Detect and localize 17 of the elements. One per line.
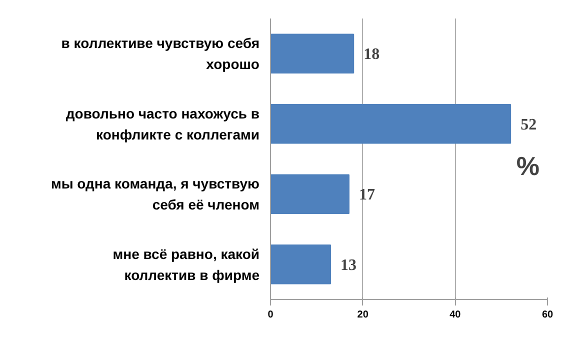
data-label: 18 [364,46,380,64]
y-tick-label: мне всё равно, какой коллектив в фирме [112,246,260,283]
bar [270,174,350,214]
bar [270,244,332,284]
data-label: 13 [340,256,357,274]
data-label: 17 [358,186,375,204]
x-tick-label: 40 [450,310,462,320]
bar [270,34,354,74]
x-tick-label: 20 [357,310,369,320]
x-tick-label: 0 [268,310,274,320]
bar [270,104,512,144]
y-tick-label: мы одна команда, я чувствую себя её членом [50,176,260,213]
data-label: 52 [520,116,537,134]
y-tick-label: довольно часто нахожусь в конфликте с коллегами [66,105,260,142]
y-tick-label: в коллективе чувствую себя хорошо [61,35,260,72]
annotation: % [516,151,540,182]
x-tick-label: 60 [542,310,554,320]
